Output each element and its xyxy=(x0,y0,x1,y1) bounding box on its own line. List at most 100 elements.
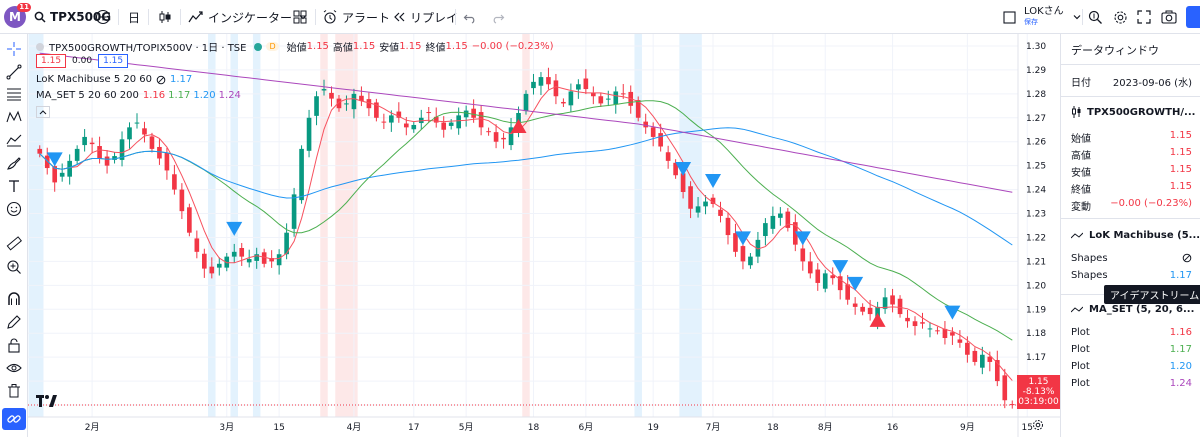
candle-body xyxy=(239,248,245,257)
layout-menu-button[interactable]: LOKさん 保存 xyxy=(1003,0,1082,34)
delayed-badge[interactable]: D xyxy=(266,42,279,51)
alert-button[interactable]: アラート xyxy=(322,0,390,34)
candle-body xyxy=(142,128,147,135)
series-title[interactable]: TPX500GROWTH/TOPIX500V · 1日 · TSE xyxy=(49,43,247,54)
sell-price-box[interactable]: 1.15 xyxy=(36,54,67,68)
pattern-tool[interactable] xyxy=(2,106,26,128)
lok-section[interactable]: LoK Machibuse (5... xyxy=(1071,230,1200,241)
search-icon xyxy=(34,11,46,23)
candle-body xyxy=(172,174,177,190)
fib-retracement-icon xyxy=(7,88,21,101)
remove-drawings-tool[interactable] xyxy=(2,380,26,402)
candle-body xyxy=(800,248,806,262)
lock-drawings-tool[interactable] xyxy=(2,334,26,356)
undo-button[interactable] xyxy=(463,0,477,34)
fullscreen-button[interactable] xyxy=(1137,0,1151,34)
candle-body xyxy=(448,122,454,126)
pattern-icon xyxy=(6,110,22,123)
open-label: 始値 xyxy=(286,43,307,54)
symbol-name: TPX500GROWTH/... xyxy=(1087,106,1196,118)
avatar[interactable]: M 11 xyxy=(4,3,31,28)
emoji-tool[interactable] xyxy=(2,198,26,220)
candle-body xyxy=(276,254,282,266)
main-legend: TPX500GROWTH/TOPIX500V · 1日 · TSE D 始値 1.… xyxy=(36,39,554,54)
indicator-name[interactable]: MA_SET 5 20 60 200 xyxy=(36,90,139,101)
indicators-button[interactable]: インジケーター xyxy=(188,0,308,34)
price-tick-label: 1.17 xyxy=(1026,353,1046,363)
indicator-legend-ma[interactable]: MA_SET 5 20 60 200 1.16 1.17 1.20 1.24 xyxy=(36,90,241,101)
interval-button[interactable]: 日 xyxy=(128,0,140,34)
candle-body xyxy=(127,127,132,140)
chart-pane[interactable]: 1.30 1.29 1.28 1.27 1.26 1.25 1.24 1.23 1.22 1.21… xyxy=(28,34,1060,437)
candle-body xyxy=(591,92,596,97)
publish-button[interactable] xyxy=(1186,0,1200,34)
candle-body xyxy=(635,100,641,118)
plot-value: 1.17 xyxy=(1169,344,1192,355)
candle-body xyxy=(718,209,723,216)
ohlc-label: 変動 xyxy=(1071,202,1091,213)
candle-body xyxy=(456,115,461,129)
time-tick-label: 15 xyxy=(273,423,284,433)
stay-drawing-tool[interactable] xyxy=(2,311,26,333)
sync-drawings-tool[interactable] xyxy=(2,408,26,430)
gear-icon xyxy=(1033,420,1043,430)
fib-tool[interactable] xyxy=(2,83,26,105)
crosshair-tool[interactable] xyxy=(2,38,26,60)
shapes-row-1: Shapes xyxy=(1071,253,1192,264)
candle-body xyxy=(755,239,761,257)
symbol-search-button[interactable]: TPX500G xyxy=(34,0,111,34)
buy-signal-triangle xyxy=(510,118,527,133)
chart-settings-button[interactable] xyxy=(1032,419,1044,434)
tv-logo[interactable] xyxy=(36,394,58,411)
symbol-section[interactable]: TPX500GROWTH/... xyxy=(1071,106,1195,118)
magnet-tool[interactable] xyxy=(2,288,26,310)
candle-body xyxy=(104,156,110,166)
close-value: 1.15 xyxy=(445,41,468,52)
candle-body xyxy=(927,328,933,330)
indicator-legend-lok[interactable]: LoK Machibuse 5 20 60 1.17 xyxy=(36,74,192,85)
candle-body xyxy=(403,123,409,128)
compare-button[interactable] xyxy=(95,0,111,34)
candle-body xyxy=(508,127,514,146)
settings-button[interactable] xyxy=(1113,0,1128,34)
buy-price-box[interactable]: 1.15 xyxy=(98,54,129,68)
layouts-button[interactable] xyxy=(293,0,307,34)
buy-zone-band xyxy=(252,34,261,417)
shapes-label: Shapes xyxy=(1071,270,1108,281)
redo-button[interactable] xyxy=(491,0,505,34)
shapes-label: Shapes xyxy=(1071,253,1108,264)
chart-type-button[interactable] xyxy=(157,0,173,34)
brush-tool[interactable] xyxy=(2,152,26,174)
screenshot-button[interactable] xyxy=(1161,0,1177,34)
symbol-logo-icon xyxy=(36,42,44,51)
candle-body xyxy=(246,259,252,263)
price-tick-label: 1.20 xyxy=(1026,281,1046,291)
alert-label: アラート xyxy=(342,10,391,25)
collapse-legend-button[interactable] xyxy=(36,106,50,118)
candle-body xyxy=(164,152,170,171)
ma-section[interactable]: MA_SET (5, 20, 6... xyxy=(1071,304,1194,315)
user-menu-button[interactable]: M 11 xyxy=(4,0,31,34)
trend-line-tool[interactable] xyxy=(2,61,26,83)
time-tick-label: 18 xyxy=(767,423,779,433)
price-chart[interactable]: 1.30 1.29 1.28 1.27 1.26 1.25 1.24 1.23 1.22 1.21… xyxy=(28,34,1060,437)
hide-drawings-tool[interactable] xyxy=(2,357,26,379)
candle-body xyxy=(725,217,731,236)
zoom-tool[interactable] xyxy=(2,256,26,278)
top-toolbar: M 11 TPX500G 日 インジケーター アラート リプレイ xyxy=(0,0,1200,34)
candle-body xyxy=(269,258,274,262)
projection-tool[interactable] xyxy=(2,129,26,151)
price-tick-label: 1.30 xyxy=(1026,42,1046,52)
measure-tool[interactable] xyxy=(2,232,26,254)
sell-signal-triangle xyxy=(794,231,811,246)
quick-search-button[interactable] xyxy=(1088,0,1103,34)
replay-button[interactable]: リプレイ xyxy=(392,0,458,34)
indicator-name[interactable]: LoK Machibuse 5 20 60 xyxy=(36,74,153,85)
time-tick-label: 17 xyxy=(408,423,419,433)
text-tool[interactable] xyxy=(2,175,26,197)
time-tick-label: 15 xyxy=(1021,423,1032,433)
sell-zone-band xyxy=(522,34,530,417)
time-axis[interactable]: 2月 3月 15 4月 17 5月 18 6月 19 7月 18 8月 16 9月 15 xyxy=(28,416,1060,433)
gear-icon xyxy=(1114,10,1127,24)
ohlc-label: 安値 xyxy=(1071,168,1091,179)
